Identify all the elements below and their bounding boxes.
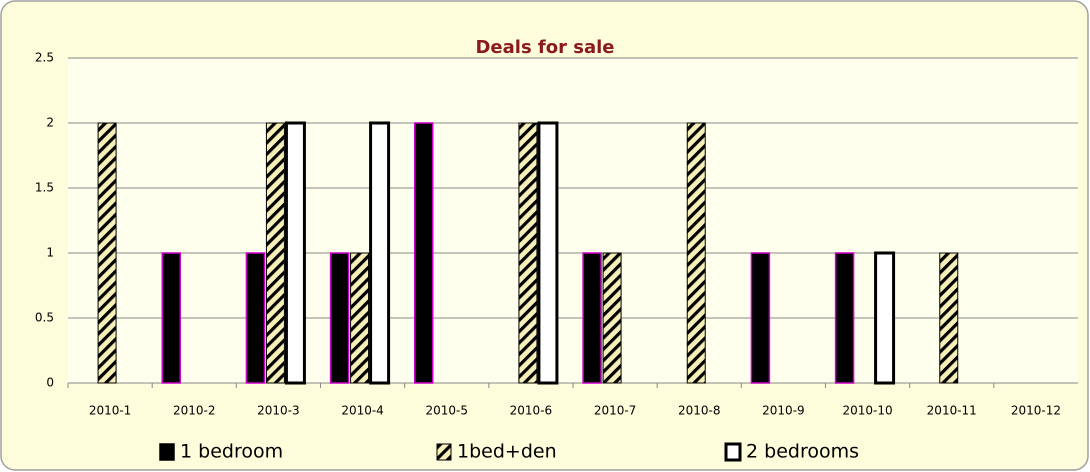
bar xyxy=(97,122,117,384)
bar xyxy=(161,252,181,384)
x-tick-label: 2010-12 xyxy=(1011,404,1061,418)
bar xyxy=(874,251,896,385)
y-tick-label: 1.5 xyxy=(35,181,54,195)
x-tick-label: 2010-7 xyxy=(594,404,637,418)
x-tick-label: 2010-2 xyxy=(173,404,216,418)
bar xyxy=(582,252,602,384)
legend-swatch xyxy=(436,443,452,461)
y-tick-label: 2 xyxy=(46,116,54,130)
chart-title: Deals for sale xyxy=(475,37,614,58)
bar xyxy=(686,122,706,384)
bar xyxy=(265,122,285,384)
y-tick-label: 1 xyxy=(46,246,54,260)
x-tick-label: 2010-3 xyxy=(257,404,300,418)
x-tick-label: 2010-10 xyxy=(843,404,893,418)
bar xyxy=(750,252,771,384)
y-tick-label: 0.5 xyxy=(35,311,54,325)
legend-label: 1 bedroom xyxy=(180,441,283,463)
x-tick-label: 2010-5 xyxy=(425,404,468,418)
x-tick-label: 2010-11 xyxy=(927,404,977,418)
x-tick-label: 2010-9 xyxy=(762,404,805,418)
x-tick-label: 2010-1 xyxy=(89,404,132,418)
bar xyxy=(939,252,959,384)
x-tick-label: 2010-8 xyxy=(678,404,721,418)
bar xyxy=(284,121,306,385)
bar xyxy=(369,121,391,385)
plot-area xyxy=(68,58,1078,383)
legend-swatch xyxy=(724,442,742,462)
bar xyxy=(245,252,266,384)
legend-label: 1bed+den xyxy=(457,441,557,463)
bar xyxy=(518,122,538,384)
bar xyxy=(834,252,855,384)
bar xyxy=(329,252,350,384)
y-tick-label: 0 xyxy=(46,376,54,390)
x-tick-label: 2010-4 xyxy=(341,404,384,418)
legend-label: 2 bedrooms xyxy=(746,441,859,463)
legend-swatch xyxy=(159,443,175,461)
bar xyxy=(350,252,370,384)
x-tick-label: 2010-6 xyxy=(510,404,553,418)
y-tick-label: 2.5 xyxy=(35,51,54,65)
bar xyxy=(537,121,559,385)
bar xyxy=(414,122,434,384)
bar xyxy=(602,252,622,384)
